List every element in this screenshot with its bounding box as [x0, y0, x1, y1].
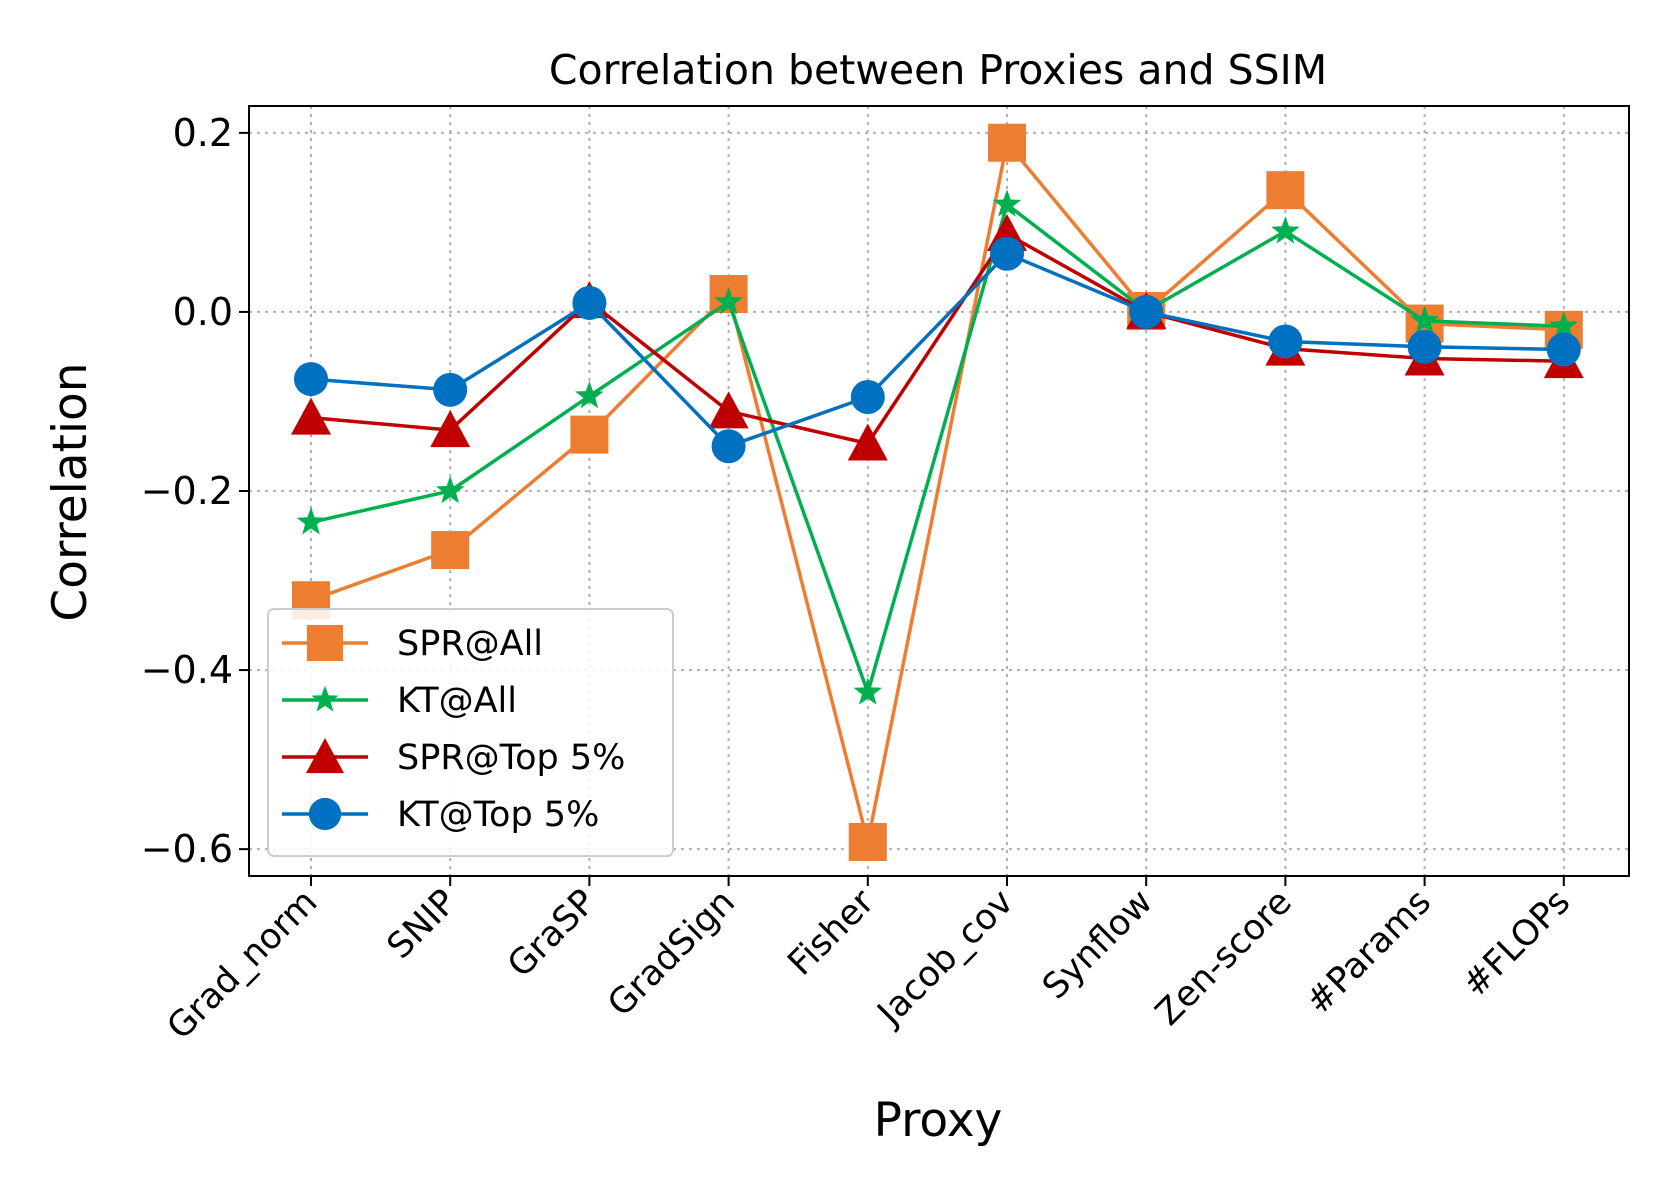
series-layer: [291, 123, 1584, 861]
x-tick-label: #FLOPs: [1455, 882, 1578, 1005]
data-point-square: [570, 415, 609, 454]
data-point-circle: [572, 285, 607, 320]
x-tick-label: Zen-score: [1148, 882, 1300, 1034]
data-point-star: [714, 287, 743, 315]
legend: SPR@All KT@All SPR@Top 5% KT@Top 5%: [267, 608, 674, 857]
x-tick-label: Grad_norm: [160, 882, 326, 1048]
data-point-triangle: [430, 410, 471, 448]
x-tick-label: GraSP: [500, 882, 603, 985]
data-point-circle: [1546, 332, 1581, 367]
chart-title: Correlation between Proxies and SSIM: [549, 46, 1327, 94]
legend-label: KT@All: [397, 681, 517, 721]
series-line: [310, 251, 1564, 448]
x-tick-label: SNIP: [380, 882, 465, 967]
series-line: [310, 202, 1564, 695]
data-point-circle: [850, 379, 885, 414]
x-tick-label: Synflow: [1035, 882, 1160, 1007]
x-tick-label: #Params: [1299, 882, 1439, 1022]
data-point-square: [848, 822, 887, 861]
legend-label: SPR@All: [397, 624, 543, 664]
y-tick-label: 0.0: [173, 290, 233, 334]
data-point-square: [988, 123, 1026, 162]
x-tick-label: Fisher: [781, 882, 883, 984]
data-point-circle: [433, 372, 468, 407]
data-point-star: [1271, 216, 1300, 244]
data-point-star: [1410, 305, 1439, 333]
legend-box: [267, 608, 674, 857]
y-axis: 0.2 0.0 −0.2 −0.4 −0.6: [141, 111, 249, 871]
data-point-square: [1266, 171, 1305, 210]
legend-marker-circle: [308, 797, 342, 831]
data-point-square: [431, 531, 470, 570]
series-line: [310, 232, 1564, 446]
data-point-star: [435, 476, 465, 504]
y-tick-label: −0.2: [141, 469, 233, 513]
data-point-circle: [990, 236, 1024, 271]
data-point-star: [575, 381, 604, 409]
y-tick-label: −0.6: [141, 827, 233, 871]
series-4: [294, 236, 1581, 464]
data-point-circle: [711, 429, 746, 464]
data-point-star: [992, 189, 1022, 217]
y-axis-label: Correlation: [43, 362, 98, 621]
legend-label: KT@Top 5%: [397, 795, 599, 835]
data-point-triangle: [291, 397, 331, 435]
data-point-star: [1549, 311, 1579, 339]
legend-marker-star: [311, 685, 339, 712]
data-point-star: [296, 507, 326, 535]
y-tick-label: 0.2: [173, 111, 233, 155]
legend-marker-square: [306, 624, 344, 662]
legend-marker-triangle: [306, 738, 344, 774]
series-line: [310, 140, 1564, 844]
data-point-circle: [1268, 324, 1303, 359]
data-point-circle: [1129, 294, 1164, 329]
y-tick-label: −0.4: [141, 648, 233, 692]
data-point-triangle: [708, 391, 749, 429]
data-point-star: [853, 677, 883, 705]
x-axis-label: Proxy: [874, 1093, 1003, 1148]
data-point-circle: [1407, 329, 1442, 364]
x-tick-label: Jacob_cov: [869, 882, 1021, 1034]
data-point-circle: [294, 362, 328, 397]
series-3: [291, 214, 1584, 461]
data-point-triangle: [847, 423, 888, 461]
x-tick-label: GradSign: [600, 882, 743, 1025]
legend-label: SPR@Top 5%: [397, 738, 625, 778]
